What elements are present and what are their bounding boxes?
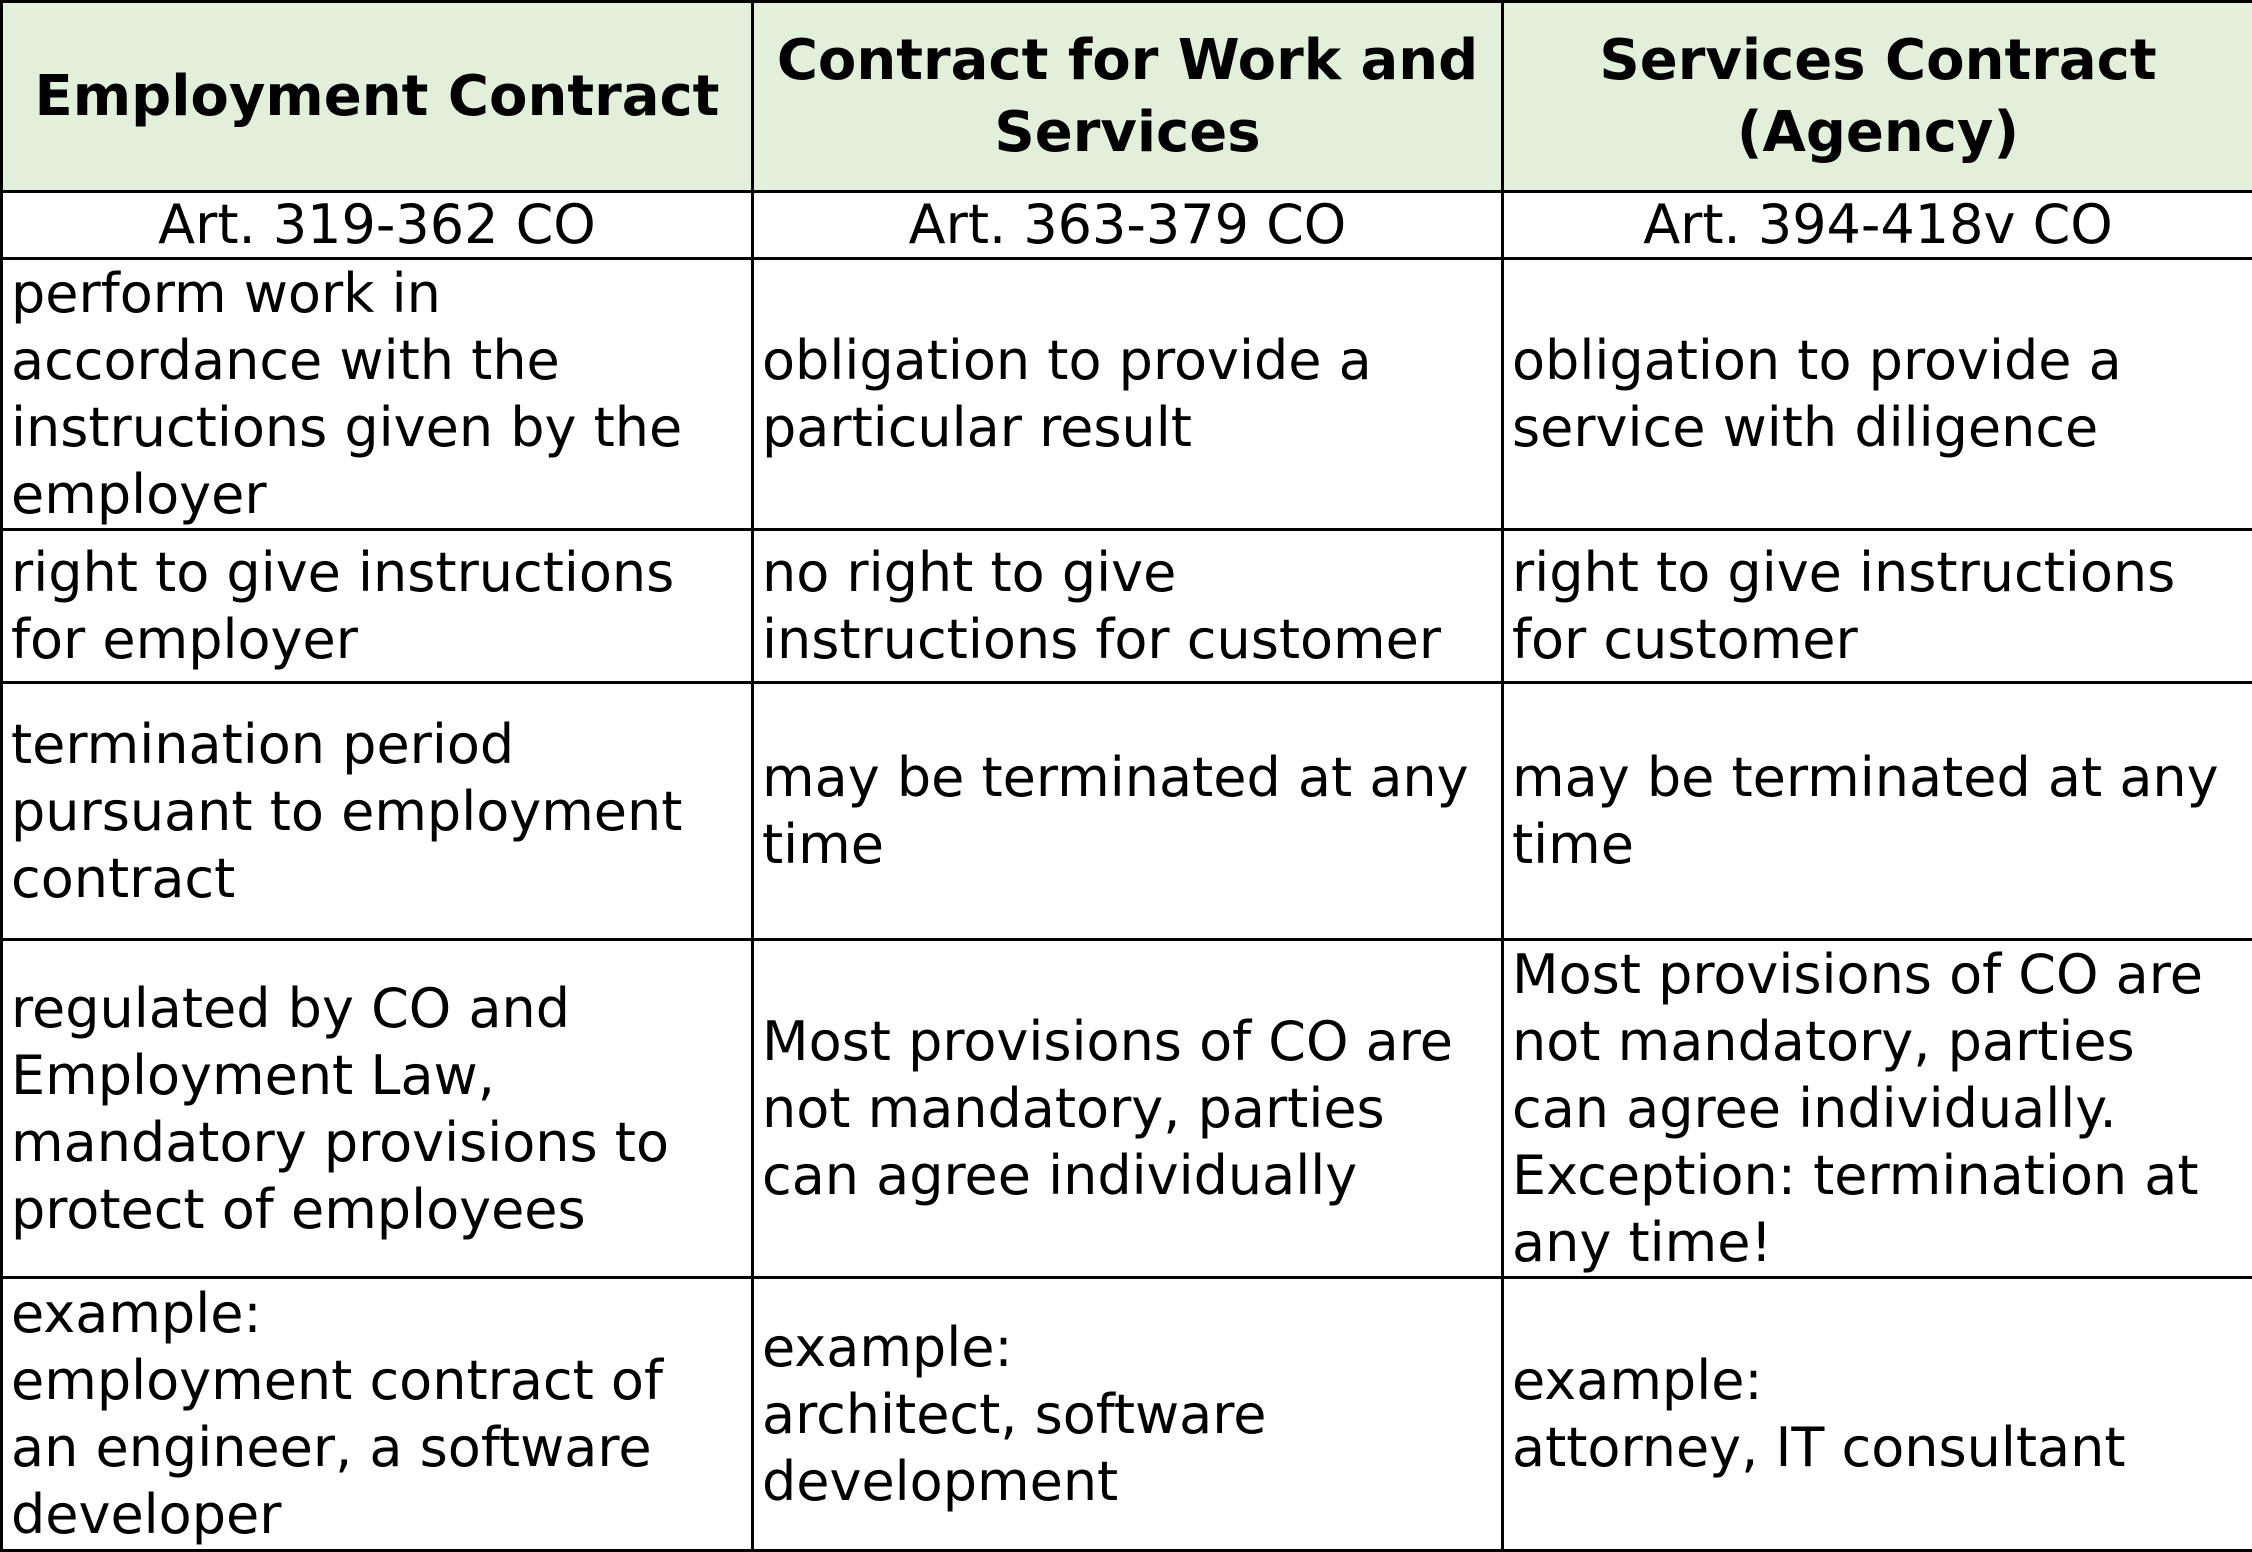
table-cell: regulated by CO and Employment Law, mand… bbox=[2, 940, 753, 1278]
table-row-obligation: perform work in accordance with the inst… bbox=[2, 259, 2252, 530]
table-cell: right to give instructions for customer bbox=[1503, 530, 2252, 683]
articles-row: Art. 319-362 CO Art. 363-379 CO Art. 394… bbox=[2, 192, 2252, 259]
table-cell: termination period pursuant to employmen… bbox=[2, 683, 753, 940]
table-cell: example: employment contract of an engin… bbox=[2, 1278, 753, 1551]
table-cell: example: attorney, IT consultant bbox=[1503, 1278, 2252, 1551]
table-cell: no right to give instructions for custom… bbox=[753, 530, 1503, 683]
table-row-example: example: employment contract of an engin… bbox=[2, 1278, 2252, 1551]
table-row-termination: termination period pursuant to employmen… bbox=[2, 683, 2252, 940]
article-reference: Art. 394-418v CO bbox=[1503, 192, 2252, 259]
header-employment-contract: Employment Contract bbox=[2, 2, 753, 192]
table-cell: perform work in accordance with the inst… bbox=[2, 259, 753, 530]
table-cell: Most provisions of CO are not mandatory,… bbox=[753, 940, 1503, 1278]
table-cell: example: architect, software development bbox=[753, 1278, 1503, 1551]
table-cell: right to give instructions for employer bbox=[2, 530, 753, 683]
table-cell: may be terminated at any time bbox=[753, 683, 1503, 940]
article-reference: Art. 319-362 CO bbox=[2, 192, 753, 259]
header-work-services-contract: Contract for Work and Services bbox=[753, 2, 1503, 192]
table-row-instructions: right to give instructions for employer … bbox=[2, 530, 2252, 683]
table-cell: obligation to provide a service with dil… bbox=[1503, 259, 2252, 530]
article-reference: Art. 363-379 CO bbox=[753, 192, 1503, 259]
header-services-contract-agency: Services Contract (Agency) bbox=[1503, 2, 2252, 192]
table-cell: Most provisions of CO are not mandatory,… bbox=[1503, 940, 2252, 1278]
table-cell: obligation to provide a particular resul… bbox=[753, 259, 1503, 530]
table-row-regulation: regulated by CO and Employment Law, mand… bbox=[2, 940, 2252, 1278]
table-cell: may be terminated at any time bbox=[1503, 683, 2252, 940]
header-row: Employment Contract Contract for Work an… bbox=[2, 2, 2252, 192]
